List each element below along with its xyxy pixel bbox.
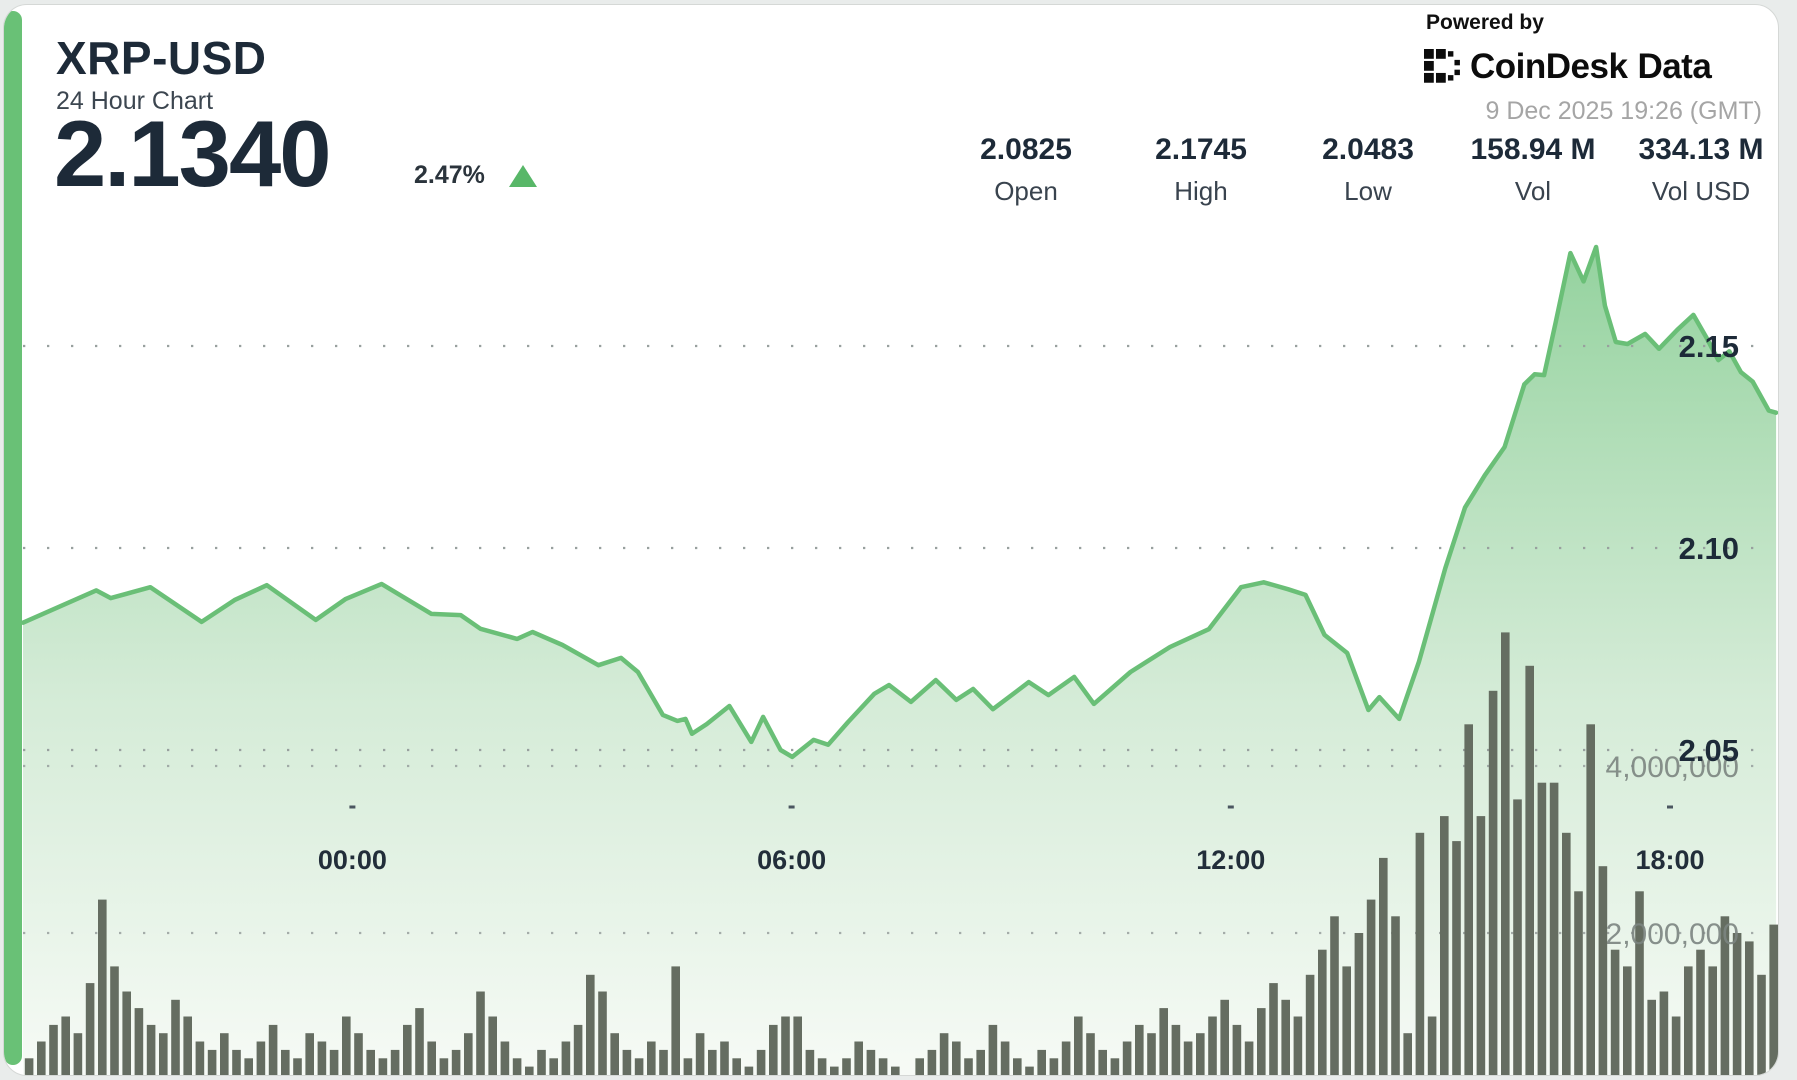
stat-low-value: 2.0483	[1322, 133, 1414, 166]
stat-vol-value: 158.94 M	[1470, 133, 1596, 166]
price-line	[20, 244, 1778, 760]
stat-open-value: 2.0825	[980, 133, 1072, 166]
svg-text:2.10: 2.10	[1679, 531, 1739, 566]
coindesk-data-logo[interactable]: CoinDesk Data	[1424, 47, 1712, 87]
chart-card: 2,000,000 4,000,000 2.05 2.10 2.15 00:00 06:00…	[3, 4, 1779, 1076]
stat-high-label: High	[1174, 176, 1228, 206]
chart-timestamp: 9 Dec 2025 19:26 (GMT)	[1485, 97, 1762, 125]
stat-vol-usd-label: Vol USD	[1651, 176, 1751, 206]
svg-text:06:00: 06:00	[757, 845, 826, 875]
coindesk-logo-icon	[1424, 48, 1460, 83]
stat-low: 2.0483 Low	[1322, 133, 1414, 207]
svg-text:4,000,000: 4,000,000	[1606, 751, 1739, 784]
svg-text:12:00: 12:00	[1196, 845, 1265, 875]
stat-vol-label: Vol	[1514, 176, 1552, 206]
svg-text:2.15: 2.15	[1679, 329, 1739, 364]
change-up-icon	[509, 165, 537, 187]
stat-open-label: Open	[994, 176, 1058, 206]
price-area-fill	[23, 247, 1777, 1075]
svg-text:18:00: 18:00	[1635, 845, 1704, 875]
page-title-symbol: XRP-USD	[56, 32, 267, 84]
brand-suffix: Data	[1637, 47, 1712, 86]
stat-low-label: Low	[1344, 176, 1392, 206]
stat-vol-usd: 334.13 M Vol USD	[1638, 133, 1763, 207]
chart-subtitle: 24 Hour Chart	[56, 87, 214, 115]
svg-text:2,000,000: 2,000,000	[1606, 918, 1739, 951]
change-percent: 2.47%	[414, 161, 485, 189]
svg-text:00:00: 00:00	[318, 845, 387, 875]
stat-high-value: 2.1745	[1155, 133, 1247, 166]
powered-by-label: Powered by	[1426, 11, 1544, 34]
stat-vol: 158.94 M Vol	[1470, 133, 1595, 207]
current-price: 2.1340	[54, 101, 332, 206]
svg-text:2.05: 2.05	[1679, 733, 1739, 768]
left-accent-bar	[4, 11, 22, 1065]
volume-bars	[24, 632, 1778, 1075]
ohlc-stats-row: 2.0825 Open 2.1745 High 2.0483 Low 158.9…	[4, 133, 1778, 223]
grid-dotted-lines	[23, 344, 1764, 935]
stat-vol-usd-value: 334.13 M	[1638, 133, 1764, 166]
stat-high: 2.1745 High	[1155, 133, 1247, 207]
brand-name: CoinDesk	[1470, 47, 1628, 86]
stat-open: 2.0825 Open	[980, 133, 1072, 207]
